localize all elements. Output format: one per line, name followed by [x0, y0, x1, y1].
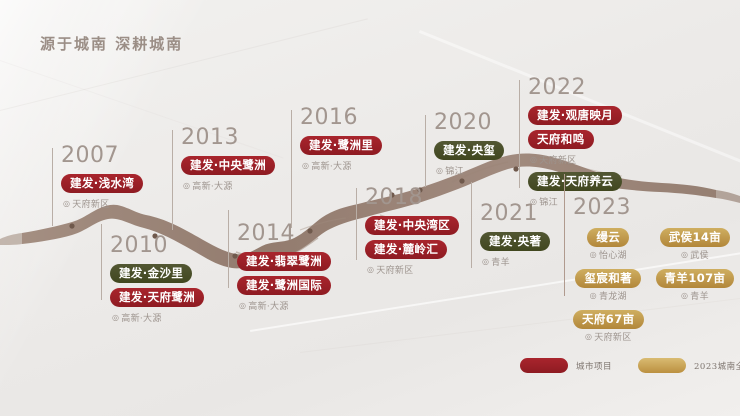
page-title: 源于城南 深耕城南	[40, 35, 184, 53]
location-pin-icon: ◎	[681, 291, 689, 300]
legend-item-new-projects[interactable]: 2023城南全新项目	[638, 358, 740, 373]
project-pill[interactable]: 建发·浅水湾	[61, 174, 144, 193]
project-grid: 缦云 ◎ 怡心湖 武侯14亩 ◎ 武侯 玺宸和著 ◎ 青龙湖 青羊107亩 ◎ 青羊 天…	[573, 226, 735, 349]
project-pill[interactable]: 武侯14亩	[659, 228, 731, 247]
project-pill[interactable]: 建发·天府鹭洲	[110, 288, 205, 307]
location-pin-icon: ◎	[436, 166, 444, 175]
project-location: ◎ 锦江	[530, 197, 558, 208]
project-pill[interactable]: 建发·天府养云	[528, 172, 623, 191]
year-label: 2016	[300, 105, 358, 130]
year-label: 2014	[237, 221, 295, 246]
legend-label: 2023城南全新项目	[694, 361, 740, 372]
project-location: ◎ 天府新区	[585, 332, 632, 343]
year-label: 2021	[480, 201, 538, 226]
location-pin-icon: ◎	[239, 301, 247, 310]
location-pin-icon: ◎	[681, 250, 689, 259]
legend-label: 城市项目	[576, 361, 613, 372]
legend-item-city-projects[interactable]: 城市项目	[520, 358, 612, 373]
project-pill[interactable]: 缦云	[587, 228, 630, 247]
legend-swatch-red	[520, 358, 568, 373]
year-label: 2023	[573, 195, 631, 220]
year-label: 2022	[528, 75, 586, 100]
year-label: 2010	[110, 233, 168, 258]
year-label: 2018	[365, 185, 423, 210]
project-pill[interactable]: 建发·央著	[480, 232, 551, 251]
project-cell[interactable]: 缦云 ◎ 怡心湖	[573, 226, 644, 267]
project-location: ◎ 天府新区	[530, 155, 577, 166]
legend: 城市项目 2023城南全新项目	[520, 358, 740, 373]
location-pin-icon: ◎	[530, 155, 538, 164]
connector-line	[172, 130, 173, 230]
project-list: 建发·鹭洲里 ◎ 高新·大源	[300, 134, 383, 176]
location-pin-icon: ◎	[589, 291, 597, 300]
project-pill[interactable]: 天府67亩	[573, 310, 644, 329]
project-cell[interactable]: 天府67亩 ◎ 天府新区	[573, 308, 644, 349]
location-pin-icon: ◎	[183, 181, 191, 190]
connector-line	[52, 148, 53, 226]
connector-line	[101, 224, 102, 300]
marble-vein	[0, 60, 284, 159]
project-pill[interactable]: 建发·央玺	[434, 141, 505, 160]
project-pill[interactable]: 建发·观唐映月	[528, 106, 623, 125]
project-location: ◎ 天府新区	[367, 265, 414, 276]
project-location: ◎ 青羊	[681, 291, 709, 302]
location-pin-icon: ◎	[112, 313, 120, 322]
project-pill[interactable]: 建发·鹭洲国际	[237, 276, 332, 295]
location-pin-icon: ◎	[585, 332, 593, 341]
legend-swatch-gold	[638, 358, 687, 373]
location-pin-icon: ◎	[63, 199, 71, 208]
project-pill[interactable]: 青羊107亩	[655, 269, 735, 288]
project-pill[interactable]: 建发·麓岭汇	[365, 240, 448, 259]
connector-line	[291, 110, 292, 228]
project-location: ◎ 武侯	[681, 250, 709, 261]
project-location: ◎ 锦江	[436, 166, 464, 177]
connector-line	[356, 188, 357, 260]
project-list: 建发·浅水湾 ◎ 天府新区	[61, 172, 144, 214]
project-cell[interactable]: 玺宸和著 ◎ 青龙湖	[573, 267, 644, 308]
project-list: 建发·观唐映月 天府和鸣 ◎ 天府新区 建发·天府养云 ◎ 锦江	[528, 104, 623, 212]
project-cell[interactable]: 青羊107亩 ◎ 青羊	[655, 267, 735, 308]
project-location: ◎ 高新·大源	[183, 181, 233, 192]
project-location: ◎ 高新·大源	[112, 313, 162, 324]
project-cell[interactable]: 武侯14亩 ◎ 武侯	[656, 226, 735, 267]
project-location: ◎ 高新·大源	[239, 301, 289, 312]
location-pin-icon: ◎	[302, 161, 310, 170]
project-pill[interactable]: 建发·中央湾区	[365, 216, 460, 235]
connector-line	[519, 80, 520, 188]
project-pill[interactable]: 玺宸和著	[575, 269, 642, 288]
connector-line	[425, 115, 426, 187]
project-list: 建发·中央湾区 建发·麓岭汇 ◎ 天府新区	[365, 214, 460, 280]
project-location: ◎ 怡心湖	[589, 250, 627, 261]
project-location: ◎ 青龙湖	[589, 291, 627, 302]
connector-line	[228, 210, 229, 288]
connector-line	[564, 174, 565, 296]
year-label: 2020	[434, 110, 492, 135]
project-list: 建发·中央鹭洲 ◎ 高新·大源	[181, 154, 276, 196]
project-location: ◎ 高新·大源	[302, 161, 352, 172]
connector-line	[471, 182, 472, 268]
project-pill[interactable]: 建发·中央鹭洲	[181, 156, 276, 175]
year-label: 2013	[181, 125, 239, 150]
project-list: 建发·央玺 ◎ 锦江	[434, 139, 505, 181]
project-pill[interactable]: 天府和鸣	[528, 130, 594, 149]
project-list: 建发·金沙里 建发·天府鹭洲 ◎ 高新·大源	[110, 262, 205, 328]
project-list: 建发·翡翠鹭洲 建发·鹭洲国际 ◎ 高新·大源	[237, 250, 332, 316]
year-label: 2007	[61, 143, 119, 168]
project-pill[interactable]: 建发·翡翠鹭洲	[237, 252, 332, 271]
location-pin-icon: ◎	[530, 197, 538, 206]
project-list: 建发·央著 ◎ 青羊	[480, 230, 551, 272]
project-pill[interactable]: 建发·金沙里	[110, 264, 193, 283]
project-location: ◎ 青羊	[482, 257, 510, 268]
project-location: ◎ 天府新区	[63, 199, 110, 210]
location-pin-icon: ◎	[589, 250, 597, 259]
location-pin-icon: ◎	[367, 265, 375, 274]
project-pill[interactable]: 建发·鹭洲里	[300, 136, 383, 155]
location-pin-icon: ◎	[482, 257, 490, 266]
